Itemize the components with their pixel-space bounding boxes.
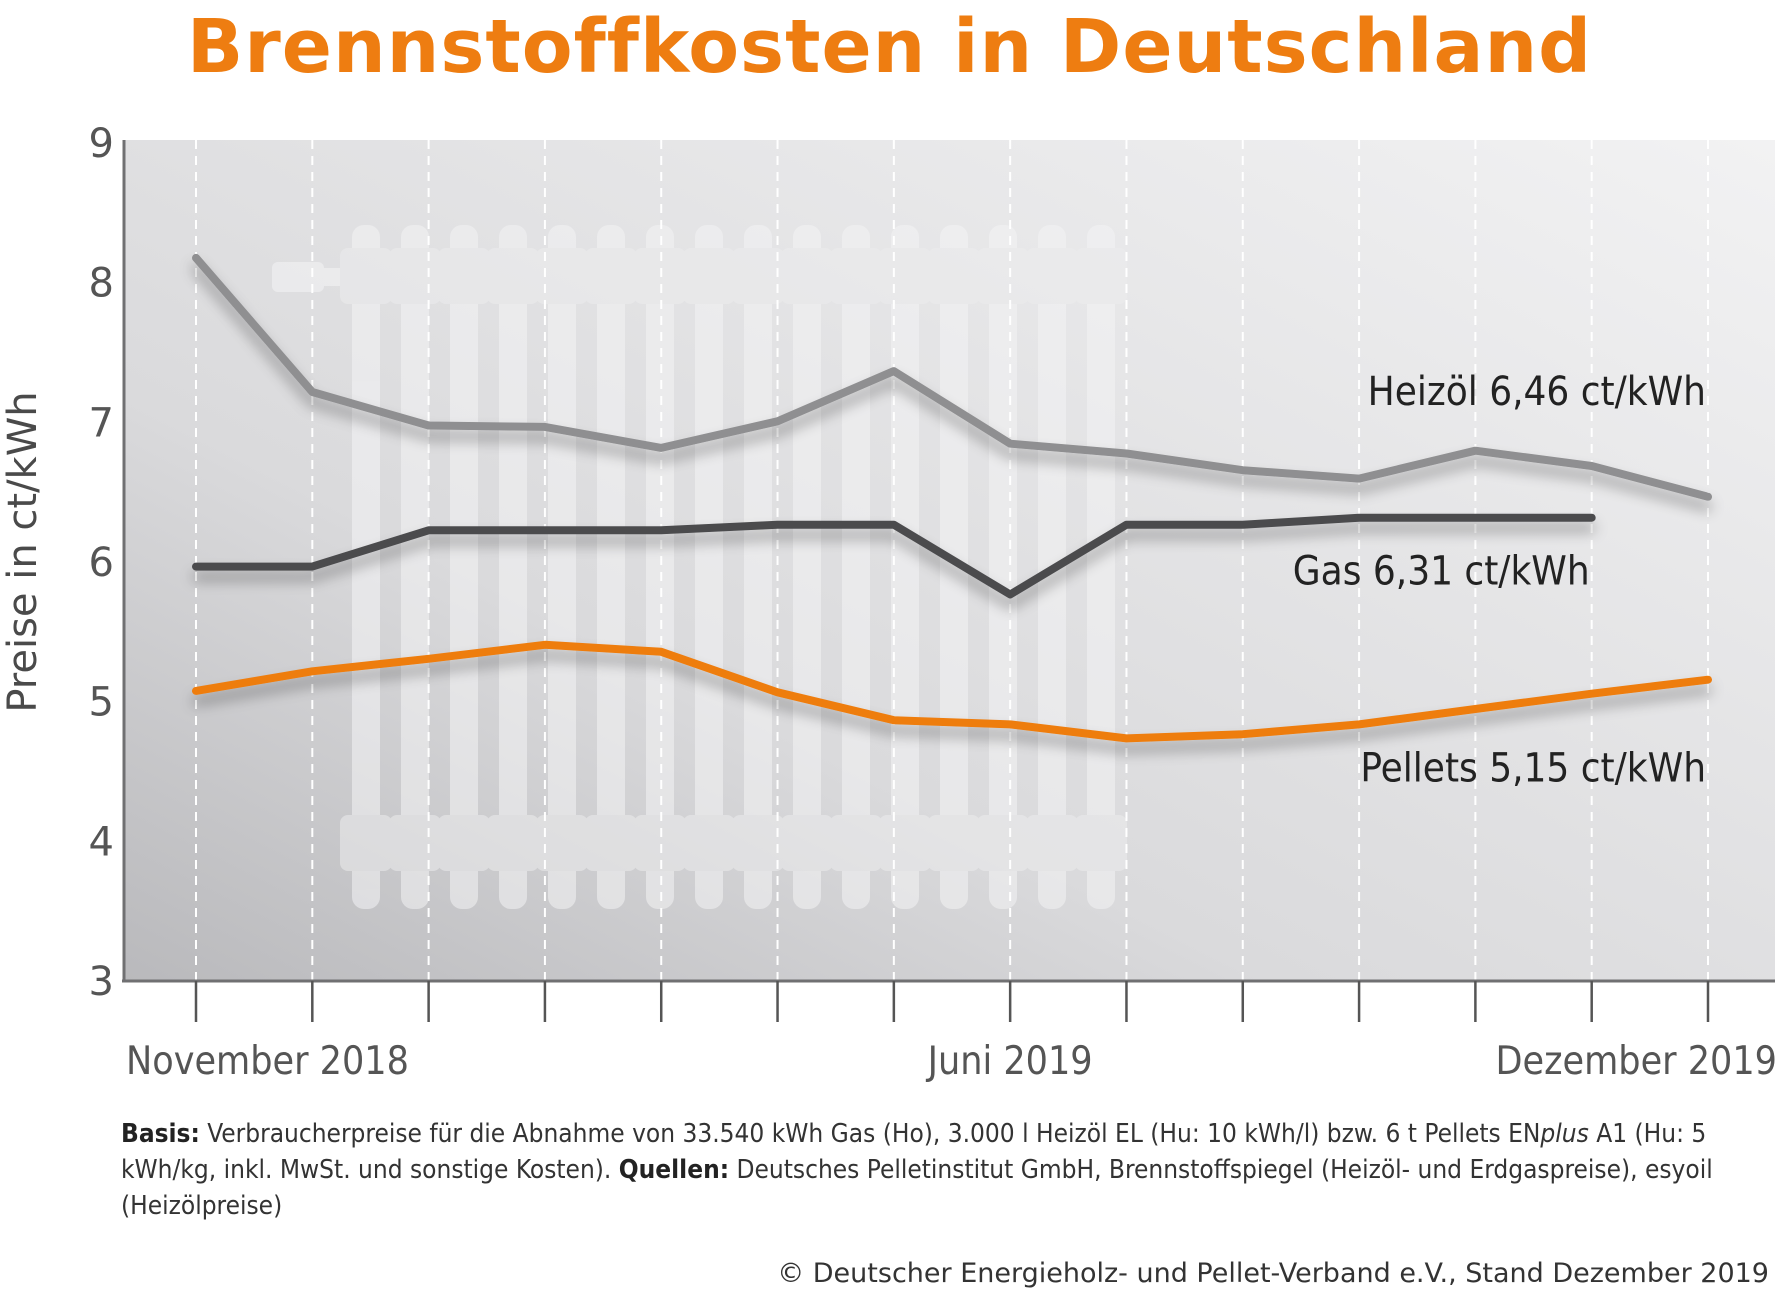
copyright: © Deutscher Energieholz- und Pellet-Verb… [777, 1258, 1769, 1289]
chart-title: Brennstoffkosten in Deutschland [186, 4, 1593, 90]
y-tick-label: 8 [89, 261, 114, 307]
radiator-fin-bottom [536, 815, 588, 871]
radiator-fin [597, 225, 625, 909]
y-tick-label: 3 [89, 959, 114, 1005]
radiator-fin-top [340, 248, 392, 304]
y-tick-label: 6 [89, 540, 114, 586]
radiator-fin-top [683, 248, 735, 304]
y-tick-label: 9 [89, 121, 114, 167]
radiator-fin [548, 225, 576, 909]
basis-note: Basis: Verbraucherpreise für die Abnahme… [121, 1116, 1771, 1224]
radiator-fin [842, 225, 870, 909]
radiator-fin-bottom [977, 815, 1029, 871]
radiator-fin-bottom [438, 815, 490, 871]
radiator-fin-top [1026, 248, 1078, 304]
radiator-fin-bottom [1075, 815, 1127, 871]
radiator-fin [450, 225, 478, 909]
radiator-fin [499, 225, 527, 909]
x-tick-label: Juni 2019 [926, 1039, 1093, 1084]
x-tick-label: Dezember 2019 [1495, 1039, 1777, 1084]
radiator-fin-top [830, 248, 882, 304]
basis-text-2: A1 (Hu: 5 kWh/kg, inkl. MwSt. und sonsti… [121, 1119, 1707, 1185]
radiator-fin [940, 225, 968, 909]
radiator-valve [272, 262, 324, 292]
series-label-gas: Gas 6,31 ct/kWh [1293, 549, 1590, 595]
radiator-fin-top [536, 248, 588, 304]
radiator-fin-bottom [389, 815, 441, 871]
radiator-fin [401, 225, 429, 909]
radiator-fin [793, 225, 821, 909]
radiator-fin-top [585, 248, 637, 304]
axes [122, 140, 1775, 983]
radiator-fin-bottom [1026, 815, 1078, 871]
sources-text: Deutsches Pelletinstitut GmbH, Brennstof… [121, 1155, 1713, 1221]
radiator-fin-bottom [928, 815, 980, 871]
radiator-fin-bottom [634, 815, 686, 871]
basis-label: Basis: [121, 1119, 200, 1149]
series-line-heizoel [192, 253, 1712, 501]
radiator-fin-bottom [781, 815, 833, 871]
y-axis-ticks: 3 4 5 6 7 8 9 [89, 121, 114, 1005]
series-line-pellets [192, 640, 1712, 743]
series-lines [192, 253, 1712, 743]
y-tick-label: 5 [89, 680, 114, 726]
vertical-gridlines [195, 140, 1709, 980]
radiator-fin [989, 225, 1017, 909]
series-line-gas [192, 513, 1596, 599]
x-tick-label: November 2018 [126, 1039, 409, 1084]
radiator-fin-top [732, 248, 784, 304]
radiator-fin-top [928, 248, 980, 304]
radiator-fin [1087, 225, 1115, 909]
basis-italic: plus [1540, 1119, 1589, 1149]
radiator-fin [352, 225, 380, 909]
radiator-watermark [272, 225, 1127, 909]
radiator-fin-top [389, 248, 441, 304]
radiator-fin-top [977, 248, 1029, 304]
radiator-fin-top [487, 248, 539, 304]
y-axis-label: Preise in ct/kWh [0, 391, 46, 712]
sources-label: Quellen: [618, 1155, 730, 1185]
y-tick-label: 4 [89, 819, 114, 865]
radiator-fin [744, 225, 772, 909]
series-label-pellets: Pellets 5,15 ct/kWh [1360, 746, 1706, 792]
radiator-fin [646, 225, 674, 909]
x-axis-ticks: November 2018 Juni 2019 Dezember 2019 [126, 981, 1777, 1084]
radiator-fin-top [634, 248, 686, 304]
radiator-fin [695, 225, 723, 909]
radiator-fin-top [1075, 248, 1127, 304]
radiator-fin-top [438, 248, 490, 304]
radiator-fin-bottom [732, 815, 784, 871]
radiator-fin-bottom [340, 815, 392, 871]
radiator-fin-top [879, 248, 931, 304]
series-label-heizoel: Heizöl 6,46 ct/kWh [1368, 369, 1706, 415]
basis-text-1: Verbraucherpreise für die Abnahme von 33… [199, 1119, 1541, 1149]
y-tick-label: 7 [89, 400, 114, 446]
line-chart: 3 4 5 6 7 8 9 November 2018 Juni 2019 Dezember 2… [0, 121, 1777, 1084]
radiator-fin-bottom [585, 815, 637, 871]
radiator-fin [891, 225, 919, 909]
radiator-fin-bottom [830, 815, 882, 871]
series-labels: Heizöl 6,46 ct/kWh Gas 6,31 ct/kWh Pellets… [1293, 369, 1706, 792]
radiator-fin-bottom [487, 815, 539, 871]
radiator-fin-bottom [879, 815, 931, 871]
radiator-fin-top [781, 248, 833, 304]
radiator-fin-bottom [683, 815, 735, 871]
